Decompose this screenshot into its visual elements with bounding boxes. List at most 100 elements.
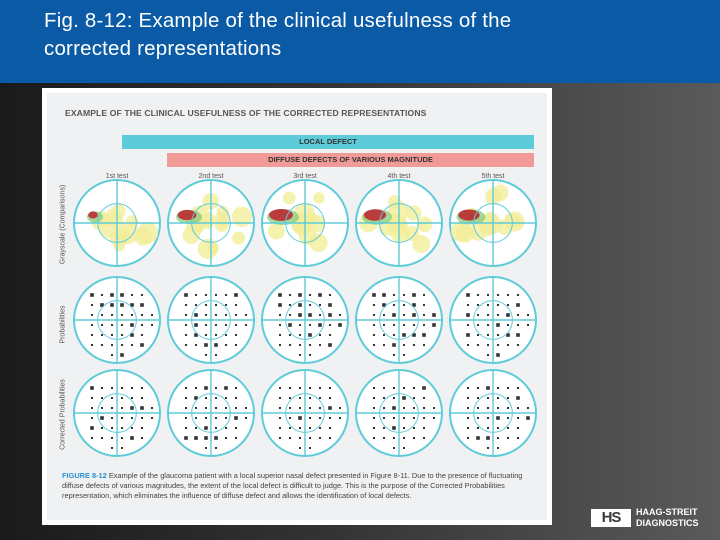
defect-patch xyxy=(406,205,422,221)
logo-line-1: HAAG-STREIT xyxy=(636,507,698,517)
probability-dot xyxy=(131,427,133,429)
probability-dot xyxy=(245,407,247,409)
probability-dot xyxy=(224,386,228,390)
probability-dot xyxy=(225,437,227,439)
probability-dot xyxy=(412,303,416,307)
probability-dot xyxy=(373,334,375,336)
probability-dot xyxy=(205,294,207,296)
probability-dot xyxy=(392,313,396,317)
defect-patch xyxy=(214,217,230,232)
column-label-5: 5th test xyxy=(481,173,505,180)
probability-dot xyxy=(383,397,385,399)
probability-dot xyxy=(205,407,207,409)
probability-dot xyxy=(309,387,311,389)
probability-dot xyxy=(299,427,301,429)
probability-dot xyxy=(121,314,123,316)
probability-dot xyxy=(403,387,405,389)
probability-dot xyxy=(185,314,187,316)
probability-dot xyxy=(309,427,311,429)
probability-dot xyxy=(403,354,405,356)
probability-dot xyxy=(383,314,385,316)
probability-dot xyxy=(467,437,469,439)
probability-dot xyxy=(279,344,281,346)
probability-dot xyxy=(487,427,489,429)
probability-dot xyxy=(225,334,227,336)
probability-dot xyxy=(121,417,123,419)
probability-dot xyxy=(413,437,415,439)
probability-dot xyxy=(319,387,321,389)
probability-dot xyxy=(299,437,301,439)
probability-dot xyxy=(141,417,143,419)
slide-title-line-2: corrected representations xyxy=(44,37,282,60)
probability-dot xyxy=(215,294,217,296)
probability-dot xyxy=(91,407,93,409)
probability-dot xyxy=(299,344,301,346)
probability-dot xyxy=(289,344,291,346)
probability-dot xyxy=(185,427,187,429)
probability-dot xyxy=(423,344,425,346)
defect-patch xyxy=(197,238,218,260)
probability-dot xyxy=(225,344,227,346)
inner-ring xyxy=(191,203,231,243)
probability-dot xyxy=(141,387,143,389)
defect-patch xyxy=(404,225,420,241)
probability-dot xyxy=(432,323,436,327)
probability-dot xyxy=(299,397,301,399)
defect-patch xyxy=(504,213,516,224)
probability-dot xyxy=(497,437,499,439)
probability-dot xyxy=(91,334,93,336)
probability-dot xyxy=(184,293,188,297)
probability-dot xyxy=(130,436,134,440)
probability-dot xyxy=(517,427,519,429)
probability-dot xyxy=(204,436,208,440)
probability-dot xyxy=(299,447,301,449)
probability-dot xyxy=(195,417,197,419)
local-defect-band: LOCAL DEFECT xyxy=(122,135,534,149)
probability-dot xyxy=(517,324,519,326)
probability-dot xyxy=(279,417,281,419)
probability-dot xyxy=(497,294,499,296)
probability-dot xyxy=(110,293,114,297)
probability-dot xyxy=(205,314,207,316)
probability-dot xyxy=(422,386,426,390)
probability-dot xyxy=(507,427,509,429)
probability-dot xyxy=(215,387,217,389)
probability-dot xyxy=(299,324,301,326)
probability-dot xyxy=(111,354,113,356)
probability-dot xyxy=(328,313,332,317)
probability-dot xyxy=(91,437,93,439)
defect-patch xyxy=(282,191,296,205)
probability-dot xyxy=(215,354,217,356)
probability-dot xyxy=(309,437,311,439)
probability-dot xyxy=(527,407,529,409)
probability-dot xyxy=(205,304,207,306)
probability-dot xyxy=(101,314,103,316)
probability-dot xyxy=(423,314,425,316)
probability-dot xyxy=(527,314,529,316)
probability-dot xyxy=(329,397,331,399)
probability-dot xyxy=(101,324,103,326)
probability-dot xyxy=(423,427,425,429)
probability-dot xyxy=(299,387,301,389)
probability-dot xyxy=(214,343,218,347)
probability-dot xyxy=(225,294,227,296)
probability-dot xyxy=(215,427,217,429)
probability-dot xyxy=(194,313,198,317)
probability-dot xyxy=(328,343,332,347)
probability-dot xyxy=(383,427,385,429)
probability-dot xyxy=(195,294,197,296)
defect-patch xyxy=(88,211,98,219)
probability-dot xyxy=(477,417,479,419)
probability-dot xyxy=(140,406,144,410)
logo-mark: HS xyxy=(591,509,631,527)
probability-dot xyxy=(487,334,489,336)
probability-dot xyxy=(393,397,395,399)
probability-dot xyxy=(507,344,509,346)
probability-dot xyxy=(373,304,375,306)
defect-patch xyxy=(363,209,387,221)
probability-dot xyxy=(413,397,415,399)
probability-dot xyxy=(413,417,415,419)
probability-dot xyxy=(214,436,218,440)
probability-dot xyxy=(517,294,519,296)
probability-dot xyxy=(383,417,385,419)
